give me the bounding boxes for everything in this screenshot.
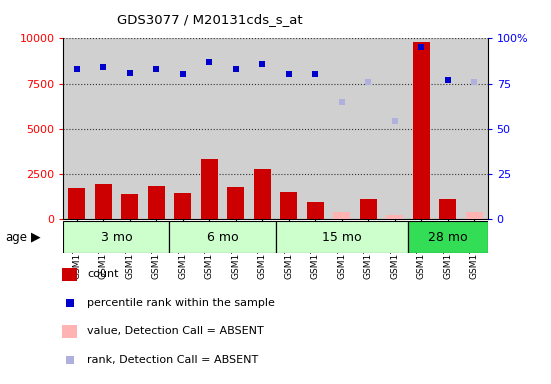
Text: 3 mo: 3 mo [101, 231, 132, 243]
Bar [63, 221, 170, 253]
Bar [174, 193, 191, 219]
Bar [466, 212, 483, 219]
Bar [148, 186, 165, 219]
Bar [227, 187, 244, 219]
Bar [201, 159, 218, 219]
Text: 15 mo: 15 mo [322, 231, 361, 243]
Bar [276, 221, 408, 253]
Text: 28 mo: 28 mo [428, 231, 468, 243]
Bar [439, 199, 456, 219]
Bar [413, 42, 430, 219]
Bar [170, 221, 276, 253]
Bar [333, 212, 350, 219]
Text: ▶: ▶ [31, 231, 41, 243]
Bar [253, 169, 271, 219]
Bar [360, 199, 377, 219]
Bar [121, 194, 138, 219]
Text: count: count [87, 269, 118, 279]
Bar [408, 221, 488, 253]
Bar [62, 325, 77, 338]
Bar [307, 202, 324, 219]
Text: rank, Detection Call = ABSENT: rank, Detection Call = ABSENT [87, 355, 258, 365]
Text: percentile rank within the sample: percentile rank within the sample [87, 298, 275, 308]
Bar [386, 215, 403, 219]
Bar [68, 188, 85, 219]
Text: 6 mo: 6 mo [207, 231, 238, 243]
Bar [280, 192, 298, 219]
Bar [95, 184, 112, 219]
Text: value, Detection Call = ABSENT: value, Detection Call = ABSENT [87, 326, 264, 336]
Bar [62, 268, 77, 281]
Text: GDS3077 / M20131cds_s_at: GDS3077 / M20131cds_s_at [117, 13, 302, 26]
Text: age: age [6, 231, 28, 243]
